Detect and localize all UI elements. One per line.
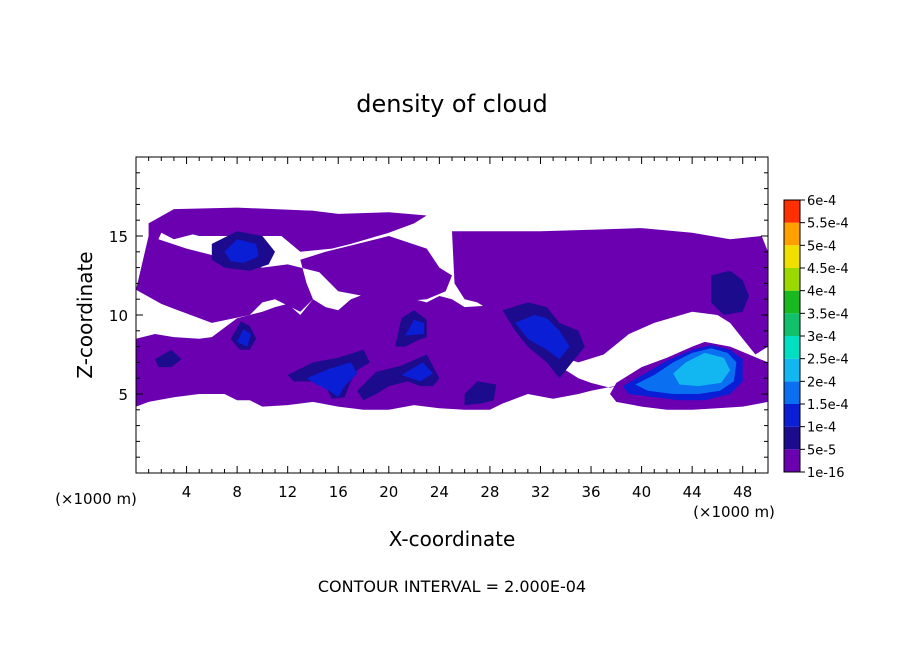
contour-region-level-3 xyxy=(515,315,570,360)
x-tick-label: 28 xyxy=(480,483,499,501)
colorbar-swatch xyxy=(784,290,800,314)
colorbar-label: 2.5e-4 xyxy=(807,353,849,368)
x-tick-label: 16 xyxy=(329,483,348,501)
x-tick-label: 32 xyxy=(531,483,550,501)
contour-region-level-1 xyxy=(148,207,427,252)
colorbar-label: 1.5e-4 xyxy=(807,398,849,413)
colorbar-label: 3e-4 xyxy=(807,330,836,345)
colorbar-label: 5e-5 xyxy=(807,443,836,458)
colorbar-swatch xyxy=(784,200,800,223)
contour-interval-note: CONTOUR INTERVAL = 2.000E-04 xyxy=(318,577,586,596)
contour-region-level-2 xyxy=(155,349,182,368)
x-tick-label: 20 xyxy=(379,483,398,501)
colorbar-label: 2e-4 xyxy=(807,375,836,390)
x-tick-label: 40 xyxy=(632,483,651,501)
colorbar-swatch xyxy=(784,426,800,450)
contour-region-level-3 xyxy=(405,319,425,336)
contour-region-level-3 xyxy=(237,329,251,347)
colorbar: 1e-16 5e-5 1e-4 1.5e-4 2e-4 2.5e-4 3e-4 3.5e-4 4… xyxy=(783,194,849,481)
colorbar-swatch xyxy=(784,268,800,291)
y-axis-label: Z-coordinate xyxy=(73,251,97,378)
colorbar-label: 6e-4 xyxy=(807,194,836,209)
colorbar-swatch xyxy=(784,449,800,472)
x-tick-label: 24 xyxy=(430,483,449,501)
x-axis-label: X-coordinate xyxy=(389,527,516,551)
x-tick-label: 44 xyxy=(683,483,702,501)
x-tick-label: 48 xyxy=(733,483,752,501)
colorbar-label: 5e-4 xyxy=(807,239,836,254)
contour-region-level-3 xyxy=(224,239,259,263)
colorbar-swatch xyxy=(784,336,800,359)
colorbar-label: 4e-4 xyxy=(807,285,836,300)
x-unit-left: (×1000 m) xyxy=(55,490,137,508)
y-tick-label: 5 xyxy=(118,386,128,404)
x-unit-right: (×1000 m) xyxy=(693,503,775,521)
colorbar-swatch xyxy=(784,245,800,268)
colorbar-swatch xyxy=(784,222,800,246)
x-axis-ticks: 4 8 12 16 20 24 28 32 36 40 44 48 xyxy=(148,157,756,501)
y-tick-label: 15 xyxy=(109,228,128,246)
colorbar-swatch xyxy=(784,381,800,404)
contour-regions xyxy=(136,207,768,410)
colorbar-swatch xyxy=(784,313,800,336)
contour-region-level-5 xyxy=(673,352,731,387)
colorbar-label: 1e-16 xyxy=(807,466,845,481)
colorbar-label: 3.5e-4 xyxy=(807,307,849,322)
chart-title: density of cloud xyxy=(356,90,547,118)
contour-region-level-2 xyxy=(711,270,749,315)
contour-region-level-1 xyxy=(136,291,623,410)
x-tick-label: 36 xyxy=(581,483,600,501)
colorbar-label: 5.5e-4 xyxy=(807,217,849,232)
x-tick-label: 12 xyxy=(278,483,297,501)
colorbar-swatch xyxy=(784,358,800,382)
colorbar-label: 1e-4 xyxy=(807,421,836,436)
colorbar-swatch xyxy=(784,404,800,427)
x-tick-label: 8 xyxy=(232,483,242,501)
y-tick-label: 10 xyxy=(109,307,128,325)
y-axis-ticks: 5 10 15 xyxy=(109,172,768,458)
contour-region-level-3 xyxy=(306,362,358,398)
colorbar-label: 4.5e-4 xyxy=(807,262,849,277)
x-tick-label: 4 xyxy=(182,483,192,501)
contour-region-level-3 xyxy=(401,362,433,382)
contour-region-level-2 xyxy=(464,381,497,406)
